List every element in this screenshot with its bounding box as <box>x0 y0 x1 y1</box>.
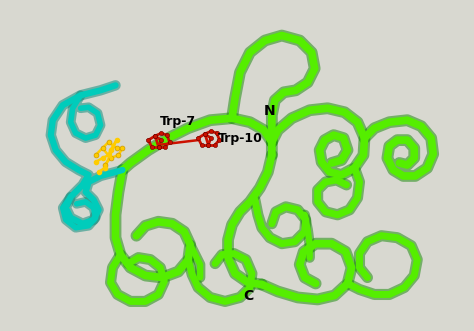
Text: Trp-7: Trp-7 <box>160 115 196 128</box>
Text: C: C <box>243 290 253 304</box>
Text: N: N <box>264 104 276 118</box>
Text: Trp-10: Trp-10 <box>218 132 263 145</box>
